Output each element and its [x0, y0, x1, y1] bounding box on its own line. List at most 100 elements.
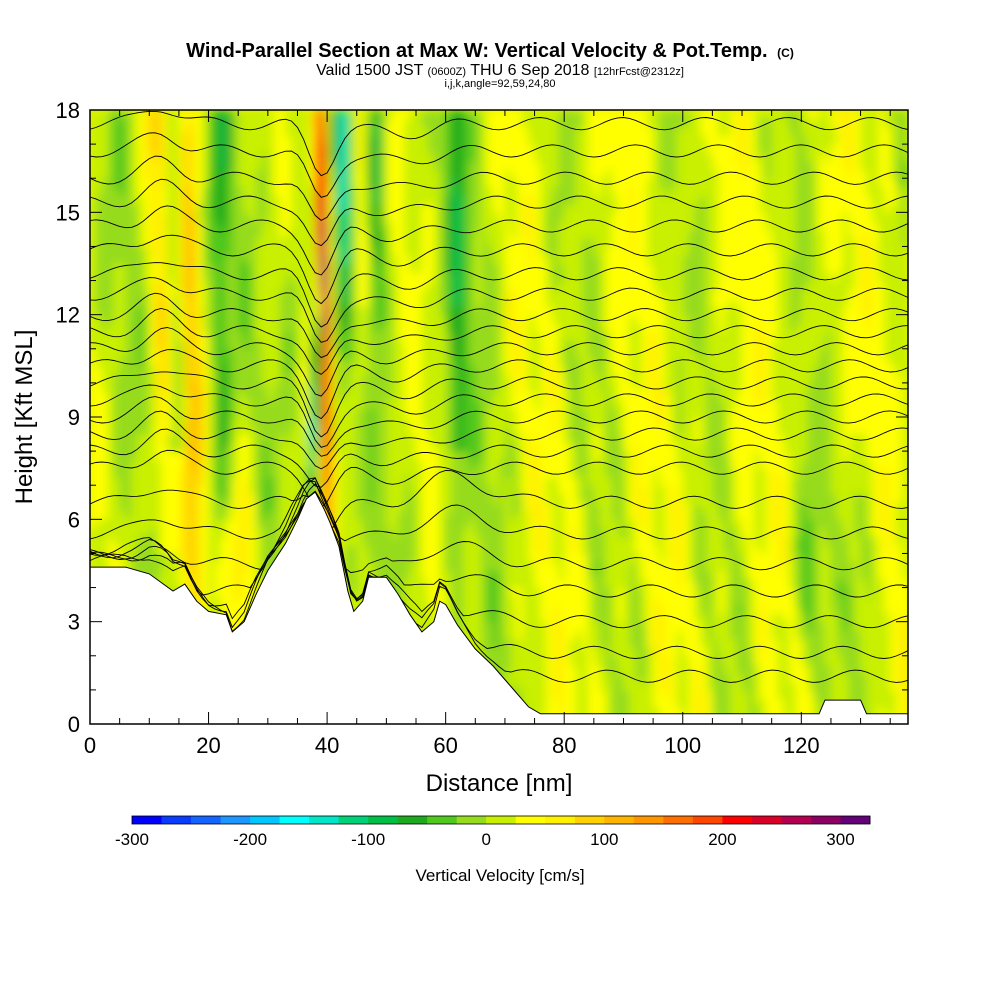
velocity-cell [374, 306, 382, 316]
velocity-cell [303, 135, 311, 145]
velocity-cell [202, 468, 210, 478]
velocity-cell [475, 348, 482, 359]
velocity-cell [202, 161, 210, 171]
velocity-cell [356, 382, 364, 393]
velocity-cell [137, 510, 145, 521]
velocity-cell [238, 237, 245, 248]
velocity-cell [113, 127, 121, 137]
velocity-cell [368, 357, 376, 367]
velocity-cell [374, 570, 382, 580]
velocity-cell [173, 374, 180, 384]
velocity-cell [226, 391, 233, 401]
velocity-cell [303, 161, 311, 171]
velocity-cell [101, 417, 109, 427]
velocity-cell [339, 459, 346, 469]
velocity-cell [327, 382, 334, 393]
velocity-cell [167, 348, 174, 359]
velocity-cell [368, 186, 376, 197]
velocity-cell [356, 408, 364, 418]
velocity-cell [433, 169, 441, 179]
velocity-cell [493, 587, 500, 597]
velocity-cell [451, 382, 459, 393]
velocity-cell [481, 468, 488, 478]
velocity-cell [475, 630, 482, 640]
velocity-cell [196, 118, 204, 128]
velocity-cell [285, 527, 293, 538]
velocity-cell [173, 357, 180, 367]
velocity-cell [178, 340, 186, 350]
velocity-cell [273, 340, 281, 350]
velocity-cell [493, 434, 500, 444]
velocity-cell [493, 348, 500, 359]
velocity-cell [273, 323, 281, 333]
velocity-cell [291, 220, 299, 231]
velocity-cell [285, 186, 293, 197]
velocity-cell [309, 297, 316, 307]
velocity-cell [309, 382, 316, 393]
velocity-cell [457, 289, 465, 299]
velocity-cell [475, 289, 482, 299]
velocity-cell [244, 340, 251, 350]
velocity-cell [392, 544, 399, 555]
velocity-cell [279, 348, 287, 359]
velocity-cell [356, 272, 364, 282]
velocity-cell [256, 280, 263, 290]
velocity-cell [214, 169, 222, 179]
velocity-cell [95, 272, 103, 282]
velocity-cell [475, 613, 482, 623]
velocity-cell [309, 127, 316, 137]
velocity-cell [250, 382, 257, 393]
velocity-cell [178, 536, 186, 546]
velocity-cell [362, 502, 370, 512]
velocity-cell [202, 186, 210, 197]
velocity-cell [416, 442, 423, 452]
velocity-cell [196, 220, 204, 231]
velocity-cell [214, 135, 222, 145]
velocity-cell [267, 289, 275, 299]
velocity-cell [481, 237, 488, 248]
velocity-cell [362, 186, 370, 197]
subtitle-zulu: (0600Z) [428, 66, 467, 78]
velocity-cell [380, 212, 388, 222]
velocity-cell [143, 118, 150, 128]
velocity-cell [190, 280, 198, 290]
velocity-cell [143, 152, 150, 162]
velocity-cell [303, 399, 311, 410]
velocity-cell [190, 417, 198, 427]
velocity-cell [196, 442, 204, 452]
velocity-cell [297, 144, 305, 154]
velocity-cell [374, 220, 382, 231]
velocity-cell [368, 246, 376, 256]
velocity-cell [149, 442, 156, 452]
velocity-cell [107, 144, 115, 154]
velocity-cell [380, 255, 388, 265]
velocity-cell [214, 340, 222, 350]
velocity-cell [333, 118, 340, 128]
velocity-cell [196, 246, 204, 256]
velocity-cell [256, 562, 263, 572]
velocity-cell [362, 382, 370, 393]
velocity-cell [362, 536, 370, 546]
velocity-cell [113, 527, 121, 538]
velocity-cell [481, 161, 488, 171]
velocity-cell [493, 382, 500, 393]
velocity-cell [392, 459, 399, 469]
velocity-cell [439, 195, 447, 205]
velocity-cell [386, 365, 394, 376]
velocity-cell [380, 280, 388, 290]
velocity-cell [267, 144, 275, 154]
velocity-cell [256, 485, 263, 495]
velocity-cell [226, 229, 233, 239]
velocity-cell [161, 297, 168, 307]
velocity-cell [220, 579, 228, 589]
velocity-cell [499, 647, 506, 657]
velocity-cell [463, 476, 471, 486]
velocity-cell [356, 570, 364, 580]
velocity-cell [232, 451, 239, 461]
velocity-cell [439, 237, 447, 248]
velocity-cell [327, 212, 334, 222]
velocity-cell [439, 579, 447, 589]
velocity-cell [232, 340, 239, 350]
velocity-cell [398, 417, 405, 427]
velocity-cell [404, 135, 411, 145]
